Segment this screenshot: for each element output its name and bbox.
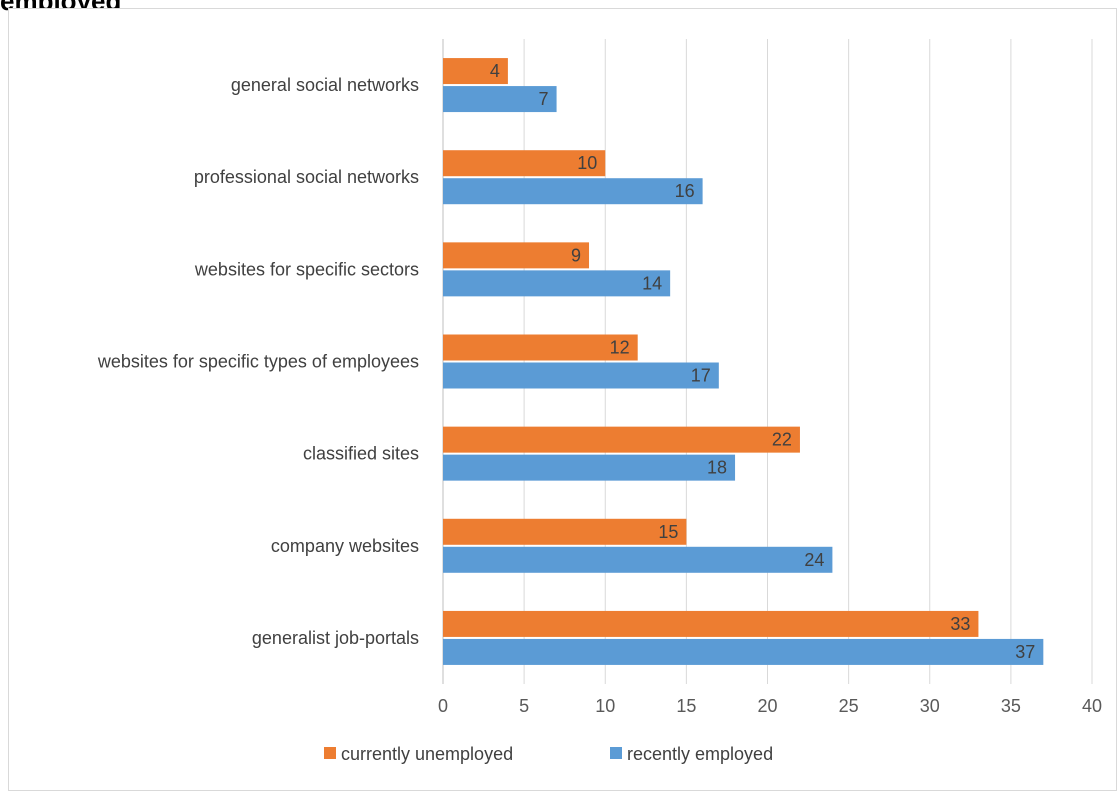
category-label: company websites [271, 536, 419, 556]
x-tick-label-15: 15 [676, 696, 696, 716]
category-label: classified sites [303, 444, 419, 464]
data-label-unemployed: 33 [950, 614, 970, 634]
bar-employed [443, 638, 1044, 665]
category-label: websites for specific types of employees [97, 352, 419, 372]
x-tick-label-40: 40 [1082, 696, 1102, 716]
data-label-unemployed: 22 [772, 430, 792, 450]
bar-employed [443, 454, 736, 481]
legend-swatch-employed [610, 747, 622, 759]
bar-employed [443, 362, 719, 389]
x-tick-label-30: 30 [920, 696, 940, 716]
bar-unemployed [443, 610, 979, 637]
data-label-unemployed: 15 [658, 522, 678, 542]
category-label: websites for specific sectors [194, 259, 419, 279]
bar-unemployed [443, 518, 687, 545]
bar-employed [443, 546, 833, 573]
data-label-employed: 14 [642, 273, 662, 293]
data-label-unemployed: 4 [490, 61, 500, 81]
bar-unemployed [443, 242, 590, 269]
bar-employed [443, 86, 557, 113]
legend-label-unemployed: currently unemployed [341, 744, 513, 764]
legend-label-employed: recently employed [627, 744, 773, 764]
x-tick-label-0: 0 [438, 696, 448, 716]
data-label-employed: 17 [691, 366, 711, 386]
data-label-unemployed: 9 [571, 245, 581, 265]
bar-employed [443, 178, 703, 205]
bar-unemployed [443, 426, 800, 453]
data-label-employed: 18 [707, 458, 727, 478]
x-tick-label-25: 25 [839, 696, 859, 716]
bar-unemployed [443, 150, 606, 177]
category-label: professional social networks [194, 167, 419, 187]
data-label-unemployed: 12 [610, 338, 630, 358]
bar-unemployed [443, 334, 638, 361]
bar-unemployed [443, 58, 508, 85]
data-label-employed: 16 [675, 181, 695, 201]
x-tick-label-35: 35 [1001, 696, 1021, 716]
x-tick-label-5: 5 [519, 696, 529, 716]
bar-employed [443, 270, 671, 297]
data-label-unemployed: 10 [577, 153, 597, 173]
data-label-employed: 37 [1015, 642, 1035, 662]
legend-swatch-unemployed [324, 747, 336, 759]
category-label: generalist job-portals [252, 628, 419, 648]
x-tick-label-10: 10 [595, 696, 615, 716]
data-label-employed: 24 [804, 550, 824, 570]
data-label-employed: 7 [539, 89, 549, 109]
x-tick-label-20: 20 [757, 696, 777, 716]
category-label: general social networks [231, 75, 419, 95]
